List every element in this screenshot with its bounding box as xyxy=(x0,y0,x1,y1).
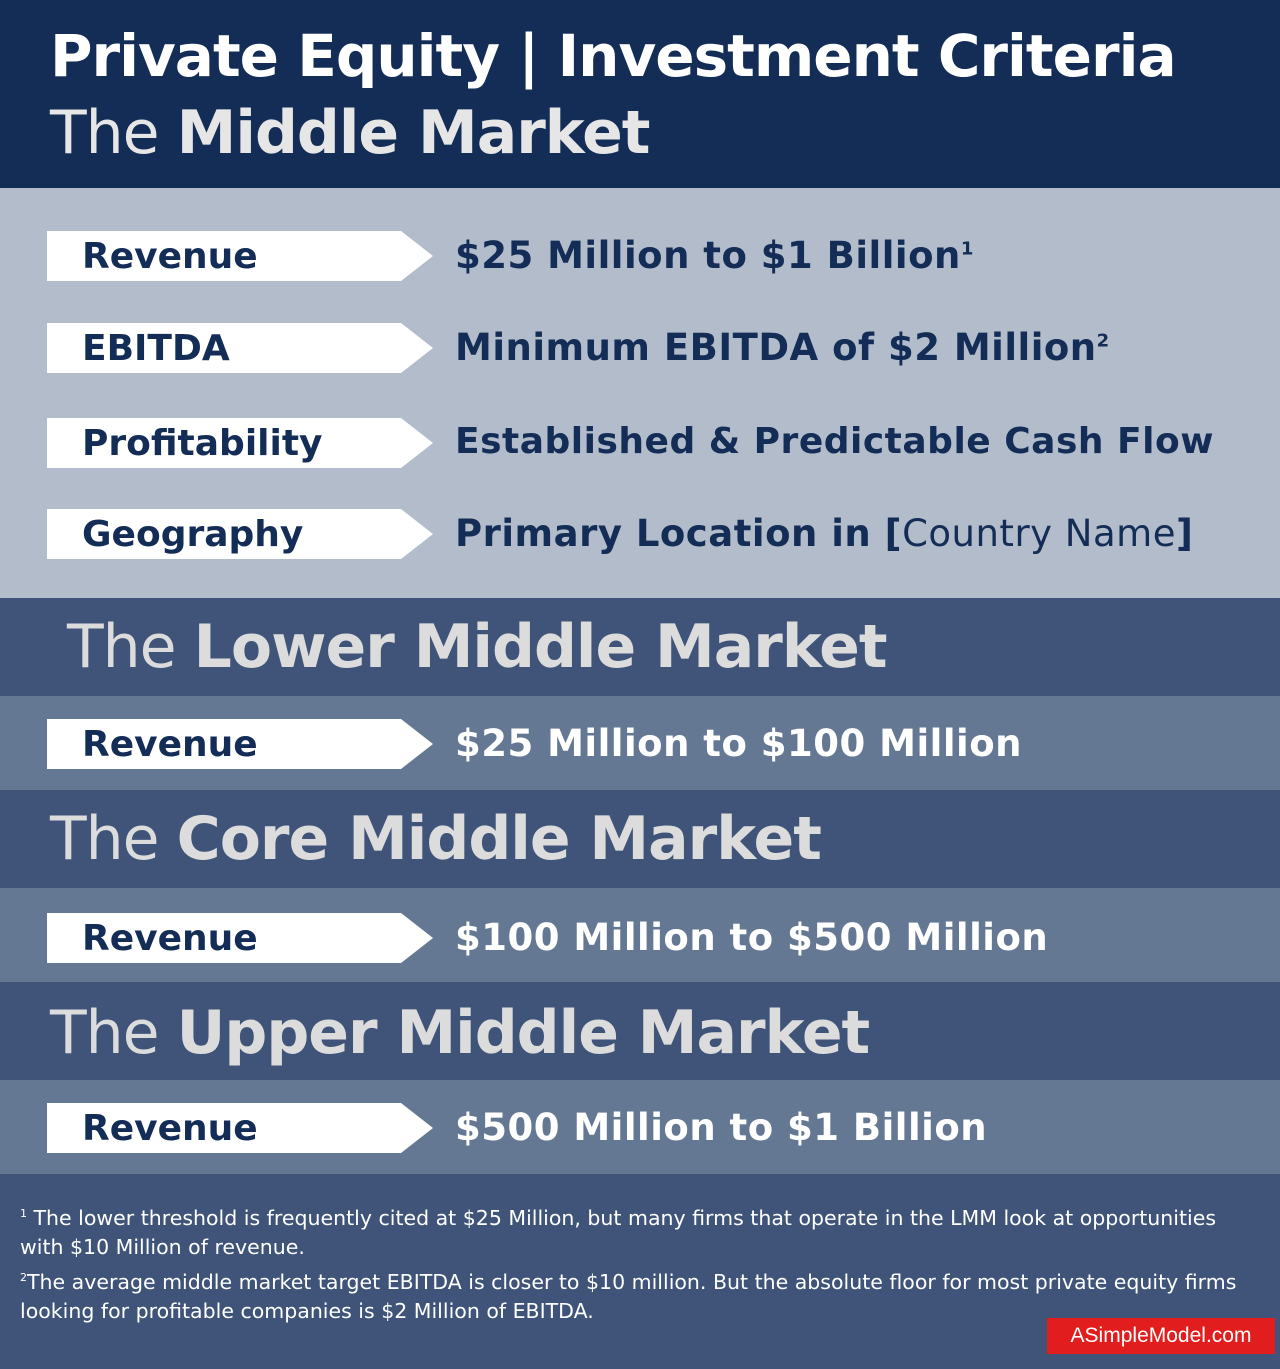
subtitle-prefix: The xyxy=(50,98,177,168)
section-header-lower-middle-market: The Lower Middle Market xyxy=(0,598,1280,696)
core-middle-market-revenue-band: Revenue $100 Million to $500 Million xyxy=(0,888,1280,982)
criteria-label: Profitability xyxy=(82,423,323,464)
revenue-row: Revenue $100 Million to $500 Million xyxy=(0,913,1280,963)
footnote-marker: 1 xyxy=(960,238,974,260)
criteria-arrow-tag: Revenue xyxy=(47,1103,433,1153)
criteria-label: Revenue xyxy=(82,724,258,765)
footnotes: 1 The lower threshold is frequently cite… xyxy=(20,1204,1240,1332)
criteria-arrow-tag: EBITDA xyxy=(47,323,433,373)
upper-middle-market-revenue-band: Revenue $500 Million to $1 Billion xyxy=(0,1080,1280,1174)
section-title: The Core Middle Market xyxy=(50,804,822,874)
subtitle-strong: Middle Market xyxy=(176,98,651,168)
brand-badge[interactable]: ASimpleModel.com xyxy=(1047,1318,1275,1354)
footnote-marker: 2 xyxy=(1096,330,1110,352)
section-title: The Upper Middle Market xyxy=(50,998,870,1068)
criteria-arrow-tag: Revenue xyxy=(47,913,433,963)
criteria-value: $500 Million to $1 Billion xyxy=(455,1106,988,1149)
criteria-arrow-tag: Revenue xyxy=(47,231,433,281)
footnote: 2The average middle market target EBITDA… xyxy=(20,1270,1237,1323)
footnote: 1 The lower threshold is frequently cite… xyxy=(20,1206,1217,1259)
middle-market-criteria-panel: Revenue $25 Million to $1 Billion1 EBITD… xyxy=(0,188,1280,598)
criteria-arrow-tag: Revenue xyxy=(47,719,433,769)
criteria-row-profitability: Profitability Established & Predictable … xyxy=(0,418,1280,468)
section-title: The Lower Middle Market xyxy=(67,612,887,682)
page-title: Private Equity | Investment Criteria xyxy=(50,22,1177,90)
criteria-label: Geography xyxy=(82,514,304,555)
criteria-row-revenue: Revenue $25 Million to $1 Billion1 xyxy=(0,231,1280,281)
criteria-arrow-tag: Profitability xyxy=(47,418,433,468)
revenue-row: Revenue $25 Million to $100 Million xyxy=(0,719,1280,769)
footnote-number: 1 xyxy=(20,1207,27,1221)
criteria-value: Minimum EBITDA of $2 Million2 xyxy=(455,326,1110,369)
page-header: Private Equity | Investment Criteria The… xyxy=(0,0,1280,188)
criteria-row-geography: Geography Primary Location in [Country N… xyxy=(0,509,1280,559)
criteria-label: EBITDA xyxy=(82,328,230,369)
revenue-row: Revenue $500 Million to $1 Billion xyxy=(0,1103,1280,1153)
criteria-value: $100 Million to $500 Million xyxy=(455,916,1049,959)
criteria-label: Revenue xyxy=(82,918,258,959)
footnote-number: 2 xyxy=(20,1271,27,1285)
section-header-upper-middle-market: The Upper Middle Market xyxy=(0,984,1280,1082)
criteria-label: Revenue xyxy=(82,236,258,277)
criteria-arrow-tag: Geography xyxy=(47,509,433,559)
criteria-value: $25 Million to $100 Million xyxy=(455,722,1022,765)
placeholder-text: Country Name xyxy=(902,512,1176,555)
page-subtitle: The Middle Market xyxy=(50,98,651,168)
lower-middle-market-revenue-band: Revenue $25 Million to $100 Million xyxy=(0,696,1280,790)
criteria-value: $25 Million to $1 Billion1 xyxy=(455,234,974,277)
criteria-value: Primary Location in [Country Name] xyxy=(455,512,1194,555)
criteria-row-ebitda: EBITDA Minimum EBITDA of $2 Million2 xyxy=(0,323,1280,373)
criteria-label: Revenue xyxy=(82,1108,258,1149)
section-header-core-middle-market: The Core Middle Market xyxy=(0,790,1280,888)
criteria-value: Established & Predictable Cash Flow xyxy=(455,421,1214,462)
